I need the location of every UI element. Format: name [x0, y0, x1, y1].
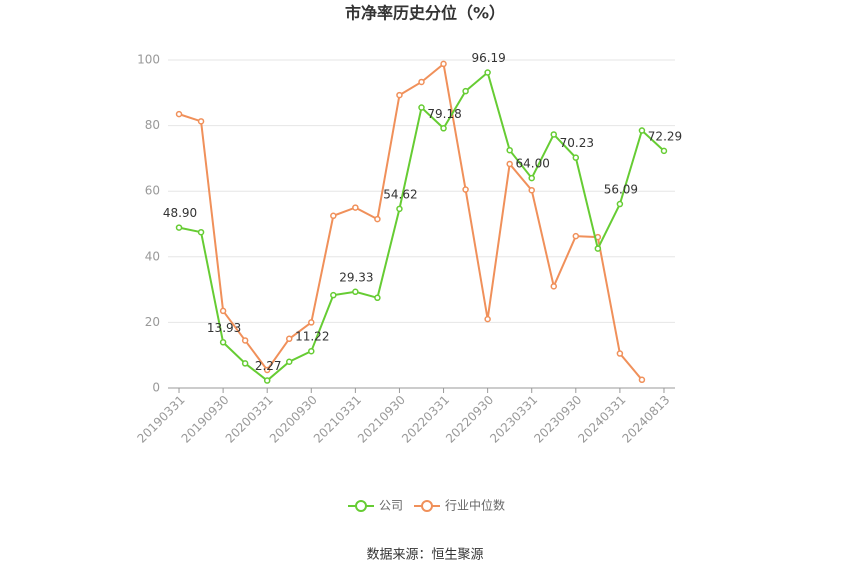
point — [638, 127, 646, 134]
point — [352, 288, 359, 296]
point — [308, 347, 315, 355]
data-label: 11.22 — [295, 330, 329, 344]
point — [396, 91, 403, 99]
y-tick-label: 40 — [145, 249, 160, 263]
point — [263, 366, 271, 374]
point — [660, 147, 668, 155]
data-label: 72.29 — [648, 129, 682, 143]
point — [550, 283, 558, 290]
point — [462, 186, 469, 193]
point — [263, 377, 271, 384]
point — [506, 146, 513, 154]
point — [308, 319, 315, 326]
point — [440, 60, 447, 68]
y-tick-label: 100 — [137, 53, 160, 67]
point — [418, 78, 425, 86]
point — [396, 205, 403, 213]
data-label: 96.19 — [471, 51, 505, 65]
legend-label: 公司 — [379, 499, 403, 513]
data-label: 79.18 — [427, 107, 461, 121]
point — [219, 307, 227, 315]
point — [506, 160, 513, 168]
point — [638, 376, 646, 384]
point — [594, 245, 602, 252]
point — [418, 104, 425, 111]
x-tick-label: 20240813 — [619, 393, 672, 446]
data-label: 54.62 — [383, 187, 417, 201]
y-tick-label: 60 — [145, 184, 160, 198]
point — [175, 224, 183, 231]
point — [572, 154, 580, 161]
point — [330, 291, 337, 299]
point — [175, 110, 183, 118]
point — [241, 337, 249, 344]
point — [462, 87, 469, 95]
data-label: 2.27 — [255, 359, 282, 373]
point — [197, 118, 205, 125]
point — [440, 125, 447, 132]
source: 数据来源：恒生聚源 — [366, 548, 483, 563]
y-tick-label: 20 — [145, 315, 160, 329]
data-label: 70.23 — [560, 136, 594, 150]
point — [616, 200, 624, 208]
point — [484, 69, 491, 76]
series-line — [178, 70, 665, 382]
point — [572, 232, 580, 240]
point — [550, 131, 558, 138]
point — [374, 294, 381, 302]
point — [616, 350, 624, 357]
data-label: 64.00 — [516, 157, 550, 171]
point — [374, 215, 381, 223]
data-label: 29.33 — [339, 270, 373, 284]
point — [352, 204, 359, 211]
point — [528, 186, 535, 194]
y-tick-label: 0 — [152, 381, 160, 395]
point — [484, 315, 491, 323]
point — [285, 358, 293, 366]
data-label: 13.93 — [207, 321, 241, 335]
point — [197, 228, 205, 236]
point — [285, 335, 293, 343]
chart-title: 市净率历史分位（%） — [345, 4, 505, 23]
legend-marker — [355, 500, 367, 512]
legend-marker — [421, 500, 433, 512]
point — [219, 339, 227, 346]
legend-label: 行业中位数 — [445, 498, 505, 513]
point — [241, 360, 249, 367]
data-label: 48.90 — [163, 206, 197, 220]
y-tick-label: 80 — [145, 118, 160, 132]
point — [528, 174, 535, 182]
point — [330, 212, 337, 220]
data-label: 56.09 — [604, 183, 638, 197]
series-line — [178, 62, 643, 381]
